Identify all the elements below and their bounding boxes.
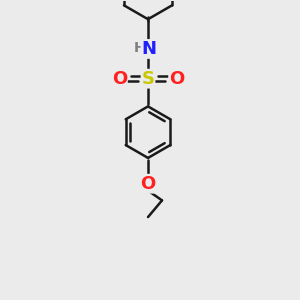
Text: H: H (133, 41, 145, 55)
Text: N: N (142, 40, 157, 58)
Text: S: S (142, 70, 154, 88)
Text: O: O (169, 70, 184, 88)
Text: O: O (112, 70, 127, 88)
Text: O: O (140, 175, 156, 193)
